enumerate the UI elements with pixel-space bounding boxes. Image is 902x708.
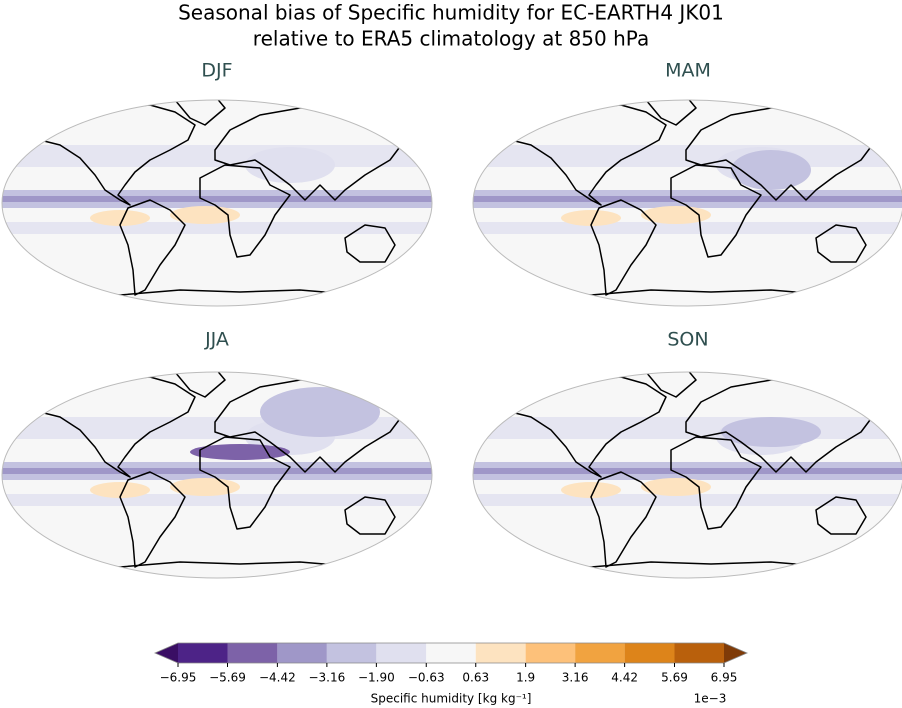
panel-title: DJF	[201, 60, 232, 82]
colorbar-tick-label: 3.16	[562, 671, 589, 685]
colorbar-tick-label: −4.42	[259, 671, 296, 685]
colorbar-bin	[376, 643, 427, 663]
colorbar-bin	[227, 643, 278, 663]
colorbar-tick-label: 0.63	[462, 671, 489, 685]
title-line: Seasonal bias of Specific humidity for E…	[178, 1, 724, 25]
panel-title: MAM	[665, 60, 711, 82]
colorbar-tick-label: 6.95	[711, 671, 738, 685]
colorbar-tick-label: −6.95	[160, 671, 197, 685]
map-panel	[1, 371, 433, 579]
colorbar-bin	[475, 643, 526, 663]
colorbar-bin	[525, 643, 576, 663]
panel-title: JJA	[204, 329, 229, 351]
colorbar-tick-label: −0.63	[408, 671, 445, 685]
colorbar-extend-over	[724, 643, 747, 663]
colorbar-tick-label: −3.16	[308, 671, 345, 685]
colorbar-bin	[178, 643, 228, 663]
map-panel	[1, 99, 433, 307]
colorbar-bin	[674, 643, 724, 663]
colorbar-tick-label: 5.69	[661, 671, 688, 685]
colorbar-bin	[575, 643, 625, 663]
colorbar-bin	[277, 643, 327, 663]
panel-title: SON	[667, 329, 708, 351]
title-line: relative to ERA5 climatology at 850 hPa	[253, 27, 649, 51]
colorbar-tick-label: −5.69	[209, 671, 246, 685]
colorbar-bin	[426, 643, 476, 663]
colorbar-bin	[326, 643, 377, 663]
colorbar-tick-label: 4.42	[611, 671, 638, 685]
colorbar-offset: 1e−3	[694, 692, 727, 706]
map-panel	[472, 99, 902, 307]
colorbar-label: Specific humidity [kg kg⁻¹]	[371, 692, 532, 706]
colorbar-bin	[624, 643, 675, 663]
map-panel	[472, 371, 902, 579]
colorbar-extend-under	[155, 643, 178, 663]
colorbar-tick-label: −1.90	[358, 671, 395, 685]
colorbar-tick-label: 1.9	[516, 671, 535, 685]
